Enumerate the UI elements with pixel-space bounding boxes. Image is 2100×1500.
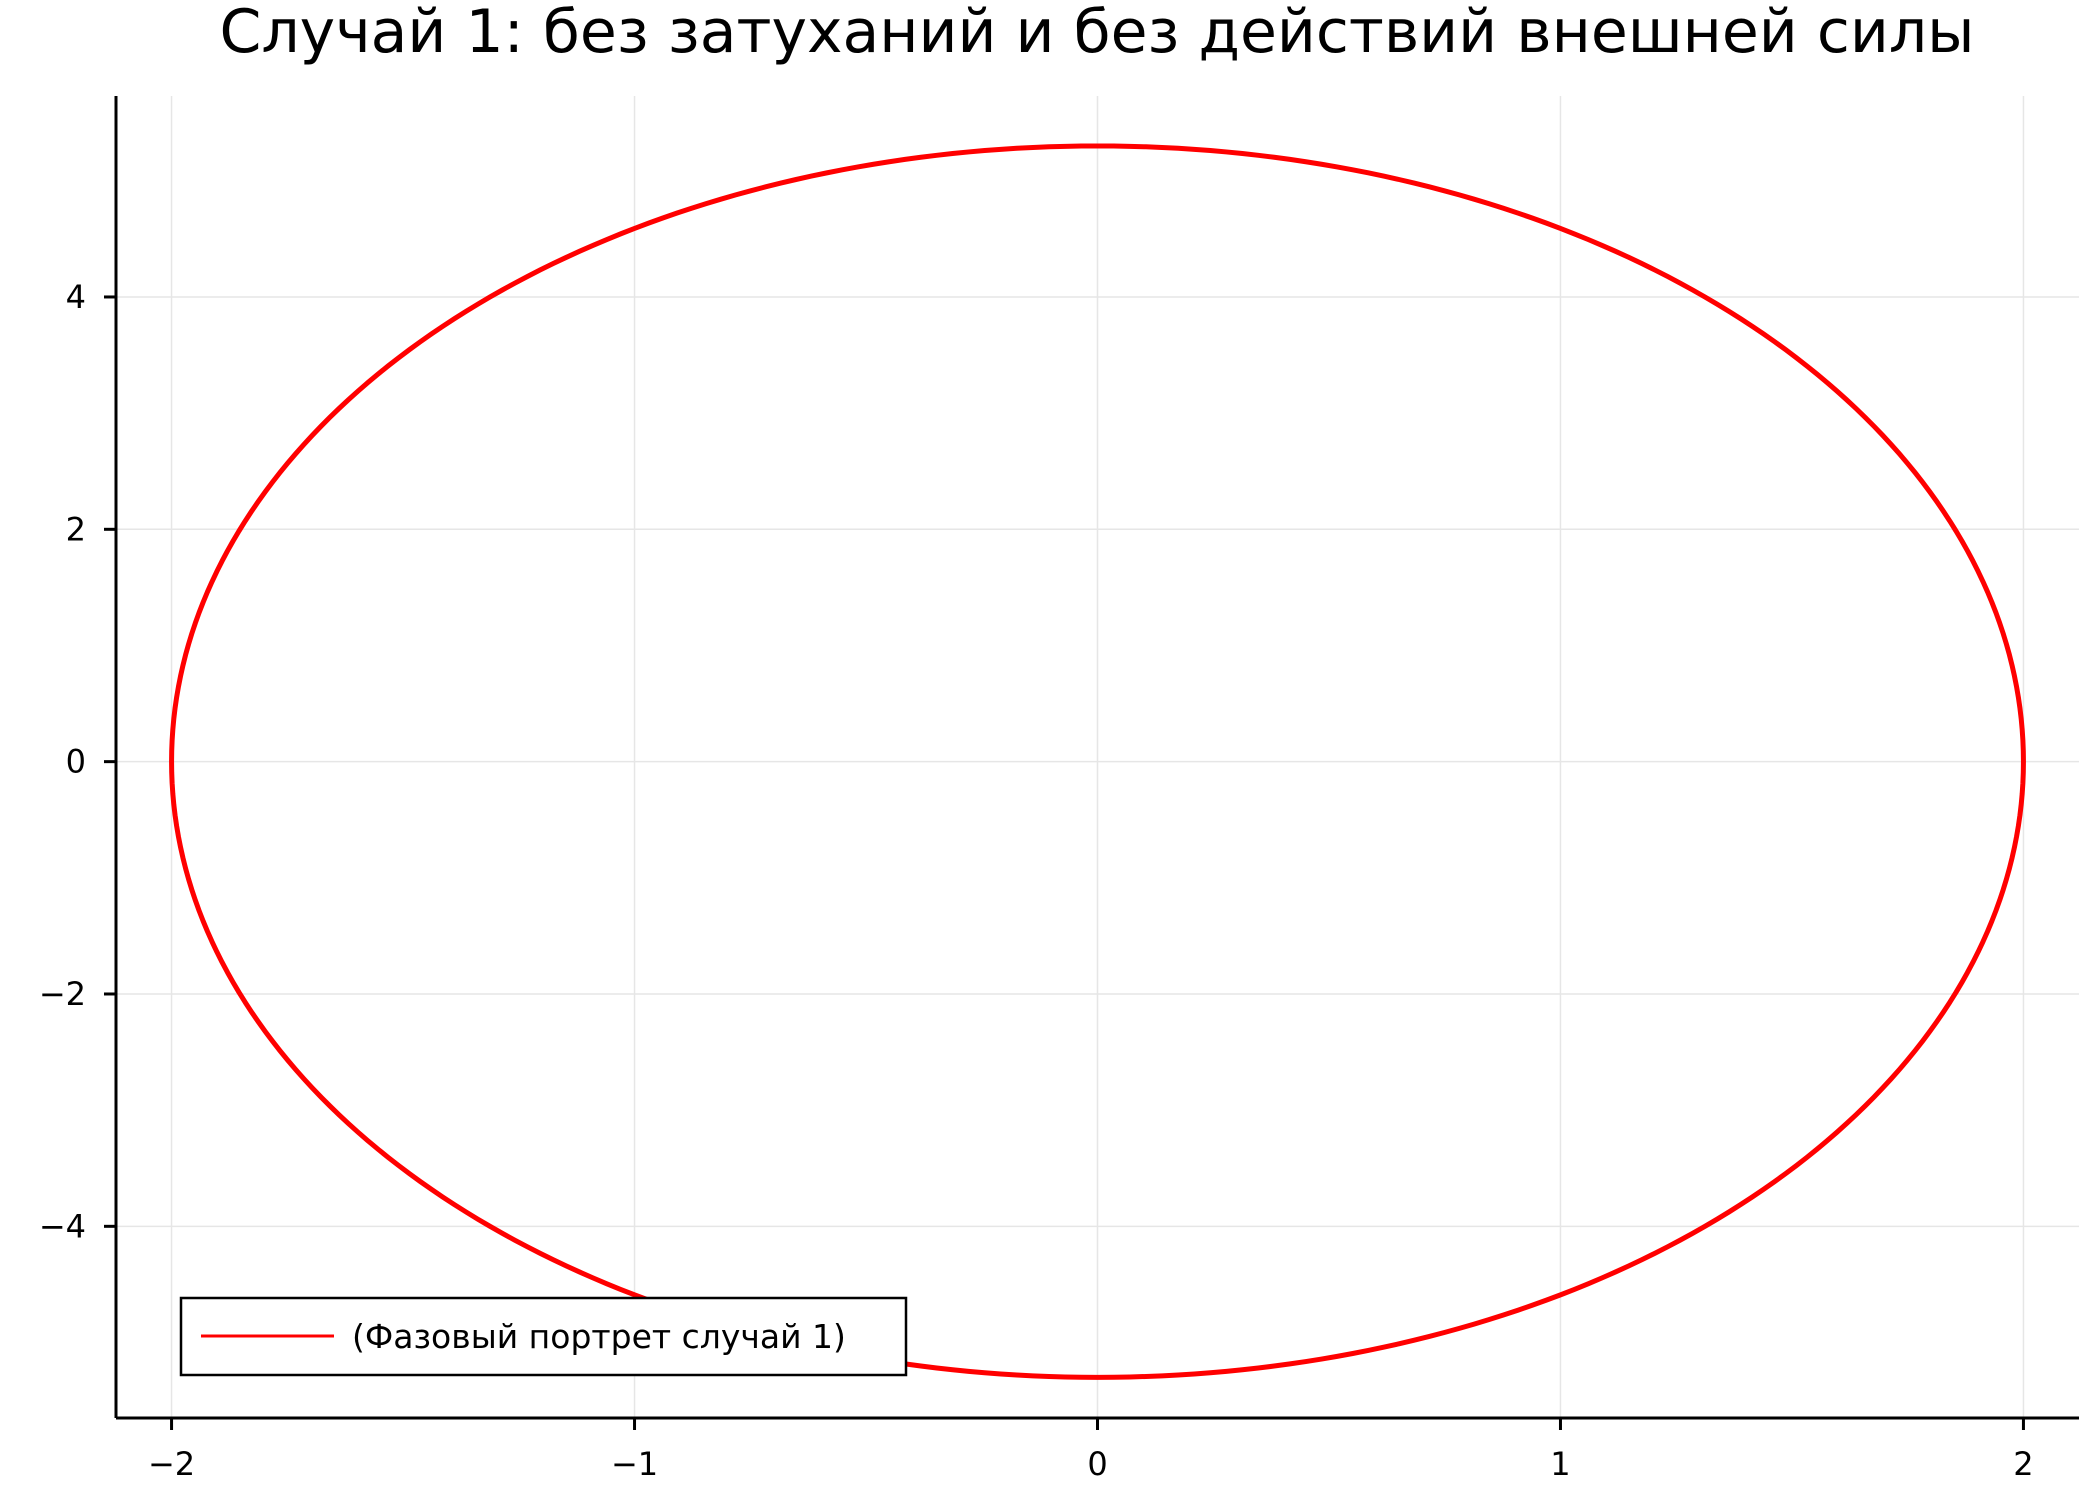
x-grid xyxy=(170,96,2025,1418)
chart-title: Случай 1: без затуханий и без действий в… xyxy=(219,0,1974,67)
x-tick-label: −2 xyxy=(148,1445,195,1483)
y-grid xyxy=(116,296,2079,1228)
x-ticks: −2 −1 0 1 2 xyxy=(148,1418,2034,1483)
y-tick-label: 4 xyxy=(66,278,86,316)
x-tick-label: 1 xyxy=(1550,1445,1570,1483)
y-tick-label: −4 xyxy=(39,1207,86,1245)
series-layer xyxy=(169,143,2026,1380)
x-tick-label: 2 xyxy=(2013,1445,2033,1483)
y-tick-label: −2 xyxy=(39,975,86,1013)
y-ticks: −4 −2 0 2 4 xyxy=(39,278,116,1245)
y-tick-label: 2 xyxy=(66,510,86,548)
x-tick-label: −1 xyxy=(611,1445,658,1483)
y-tick-label: 0 xyxy=(66,743,86,781)
x-tick-label: 0 xyxy=(1087,1445,1107,1483)
series-line-1 xyxy=(169,143,2026,1380)
legend-label-series-1: (Фазовый портрет случай 1) xyxy=(352,1317,846,1356)
legend: (Фазовый портрет случай 1) xyxy=(179,1296,908,1377)
